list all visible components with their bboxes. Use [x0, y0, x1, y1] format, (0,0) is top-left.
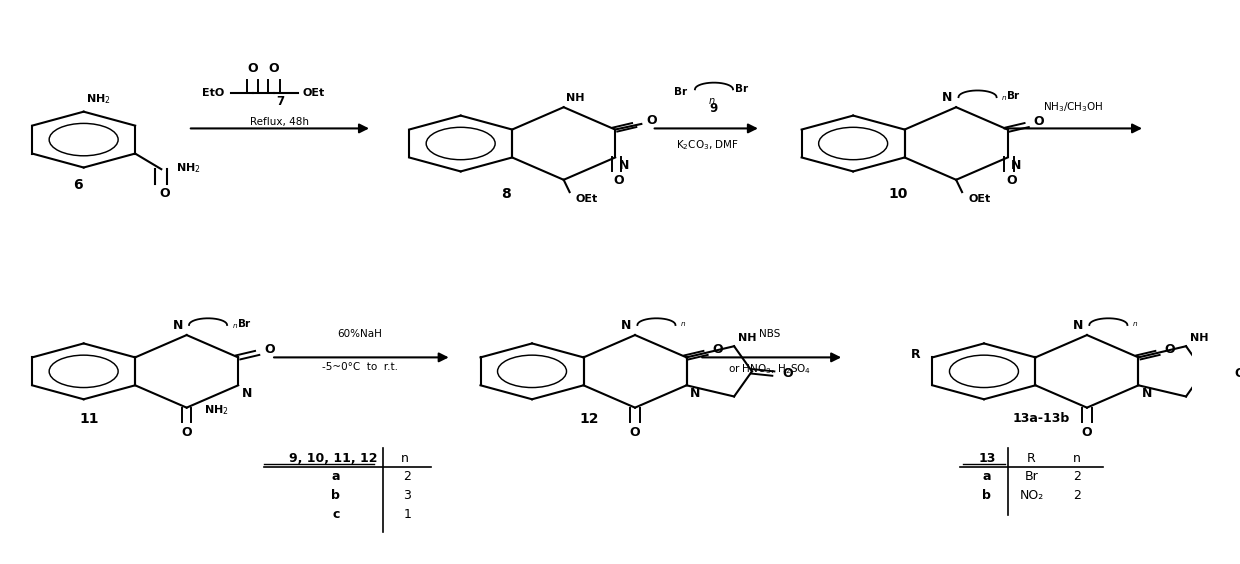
Text: O: O	[1164, 343, 1176, 356]
Text: a: a	[331, 470, 340, 483]
Text: a: a	[982, 470, 991, 483]
Text: Reflux, 48h: Reflux, 48h	[250, 117, 310, 127]
Text: O: O	[264, 343, 275, 356]
Text: O: O	[614, 174, 624, 187]
Text: R: R	[911, 348, 920, 361]
Text: O: O	[1081, 426, 1092, 439]
Text: $_n$Br: $_n$Br	[1002, 89, 1022, 103]
Text: 2: 2	[403, 470, 412, 483]
Text: O: O	[782, 367, 794, 380]
Text: NBS: NBS	[759, 329, 780, 339]
Text: NH$_2$: NH$_2$	[86, 92, 110, 106]
Text: 10: 10	[889, 187, 908, 201]
Text: 9: 9	[709, 102, 718, 114]
Text: Br: Br	[735, 85, 749, 94]
Text: 13a-13b: 13a-13b	[1012, 412, 1070, 425]
Text: 8: 8	[501, 187, 511, 201]
Text: O: O	[1006, 174, 1017, 187]
Text: O: O	[181, 426, 192, 439]
Text: N: N	[942, 91, 952, 104]
Text: R: R	[1027, 452, 1035, 465]
Text: 3: 3	[403, 489, 412, 502]
Text: N: N	[1011, 159, 1022, 172]
Text: n: n	[402, 452, 409, 465]
Text: b: b	[982, 489, 991, 502]
Text: -5~0°C  to  r.t.: -5~0°C to r.t.	[321, 363, 398, 372]
Text: n: n	[708, 96, 714, 106]
Text: n: n	[1073, 452, 1081, 465]
Text: 1: 1	[403, 508, 412, 521]
Text: NH: NH	[565, 92, 584, 103]
Text: 9, 10, 11, 12: 9, 10, 11, 12	[289, 452, 377, 465]
Text: 2: 2	[1073, 489, 1081, 502]
Text: Br: Br	[1024, 470, 1038, 483]
Text: or HNO$_3$, H$_2$SO$_4$: or HNO$_3$, H$_2$SO$_4$	[728, 363, 811, 376]
Text: O: O	[247, 62, 258, 75]
Text: O: O	[1235, 367, 1240, 380]
Text: 6: 6	[73, 178, 83, 192]
Text: $_n$Br: $_n$Br	[232, 317, 252, 331]
Text: NH$_3$/CH$_3$OH: NH$_3$/CH$_3$OH	[1043, 100, 1104, 114]
Text: OEt: OEt	[303, 88, 325, 98]
Text: OEt: OEt	[575, 195, 598, 204]
Text: N: N	[621, 319, 631, 332]
Text: EtO: EtO	[202, 88, 224, 98]
Text: N: N	[619, 159, 629, 172]
Text: 12: 12	[579, 412, 599, 426]
Text: N: N	[1142, 387, 1152, 400]
Text: 11: 11	[79, 412, 99, 426]
Text: $_n$: $_n$	[681, 319, 687, 329]
Text: NH$_2$: NH$_2$	[205, 404, 229, 417]
Text: O: O	[1034, 115, 1044, 128]
Text: b: b	[331, 489, 340, 502]
Text: Br: Br	[673, 87, 687, 97]
Text: 13: 13	[978, 452, 996, 465]
Text: $_n$: $_n$	[1132, 319, 1138, 329]
Text: NH$_2$: NH$_2$	[176, 161, 200, 175]
Text: O: O	[269, 62, 279, 75]
Text: NO₂: NO₂	[1019, 489, 1044, 502]
Text: N: N	[691, 387, 701, 400]
Text: 60%NaH: 60%NaH	[337, 329, 382, 339]
Text: N: N	[172, 319, 184, 332]
Text: NH: NH	[1189, 333, 1208, 343]
Text: O: O	[713, 343, 723, 356]
Text: O: O	[646, 114, 657, 127]
Text: 2: 2	[1073, 470, 1081, 483]
Text: N: N	[1073, 319, 1084, 332]
Text: O: O	[630, 426, 640, 439]
Text: 7: 7	[275, 95, 284, 108]
Text: c: c	[332, 508, 340, 521]
Text: OEt: OEt	[968, 195, 991, 204]
Text: O: O	[160, 187, 170, 200]
Text: K$_2$CO$_3$, DMF: K$_2$CO$_3$, DMF	[677, 138, 739, 152]
Text: N: N	[242, 387, 252, 400]
Text: NH: NH	[738, 333, 756, 343]
